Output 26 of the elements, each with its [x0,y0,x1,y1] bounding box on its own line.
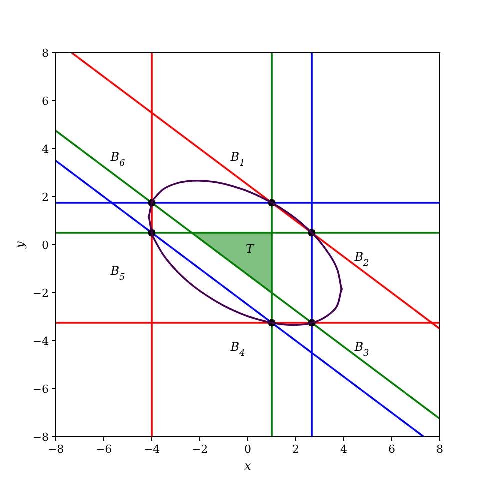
y-tick-label: −4 [32,335,49,348]
x-tick-label: 4 [340,443,348,456]
x-tick-label: 0 [244,443,252,456]
x-tick-label: 8 [436,443,444,456]
x-axis-title: x [244,459,252,473]
y-tick-label: −6 [32,383,49,396]
y-tick-label: −2 [32,287,49,300]
annotation: B$_{6}$ [110,150,126,169]
x-tick-label: −6 [96,443,112,456]
y-tick-label: −8 [32,431,49,444]
annotation: T [246,242,255,256]
annotation: B$_{4}$ [230,340,246,359]
y-tick-label: 8 [42,47,49,60]
x-tick-label: 6 [388,443,396,456]
y-tick-label: 4 [42,143,49,156]
x-tick-label: 2 [292,443,300,456]
annotation: B$_{2}$ [354,250,370,269]
x-tick-label: −2 [192,443,208,456]
y-tick-label: 2 [42,191,49,204]
annotation: B$_{5}$ [110,264,126,283]
x-tick-label: −4 [144,443,160,456]
annotation: B$_{3}$ [354,340,370,359]
y-axis-title: y [13,241,27,250]
y-tick-label: 0 [42,239,49,252]
annotation: B$_{1}$ [230,150,246,169]
y-tick-label: 6 [42,95,49,108]
